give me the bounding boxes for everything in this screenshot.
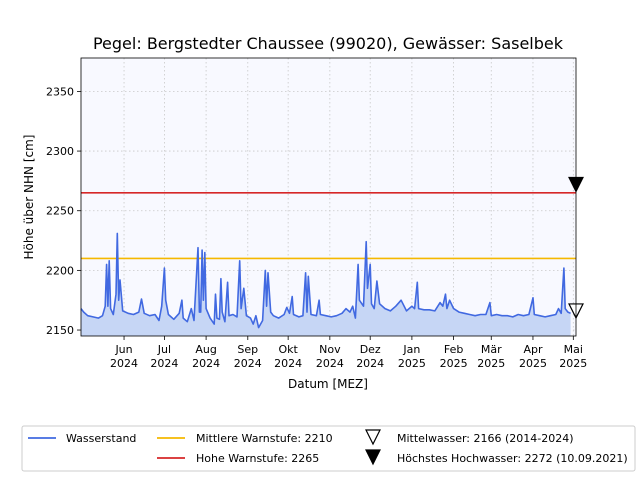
x-tick-month: Nov (319, 343, 341, 356)
x-axis-label: Datum [MEZ] (288, 377, 368, 391)
threshold-lines (81, 192, 576, 260)
legend-label-mittlere-warnstufe: Mittlere Warnstufe: 2210 (196, 432, 333, 445)
x-tick-month: Okt (278, 343, 298, 356)
y-axis: 2150 2200 2250 2300 2350 (46, 85, 81, 337)
x-tick-year: 2024 (150, 357, 178, 370)
x-tick-year: 2024 (356, 357, 384, 370)
area-fill (81, 233, 571, 336)
x-tick-year: 2025 (477, 357, 505, 370)
water-level-fill (81, 233, 571, 336)
y-axis-label: Höhe über NHN [cm] (22, 135, 36, 260)
y-tick-label: 2250 (46, 205, 74, 218)
x-tick-year: 2024 (234, 357, 262, 370)
x-tick-month: Jul (157, 343, 171, 356)
x-tick-month: Sep (237, 343, 258, 356)
x-tick-year: 2025 (559, 357, 587, 370)
x-tick-month: Mär (481, 343, 502, 356)
x-tick-year: 2025 (440, 357, 468, 370)
legend: Wasserstand Mittlere Warnstufe: 2210 Hohe … (21, 425, 636, 472)
plot-background (81, 58, 576, 336)
x-tick-year: 2024 (316, 357, 344, 370)
x-tick-year: 2025 (398, 357, 426, 370)
x-axis: Jun2024Jul2024Aug2024Sep2024Okt2024Nov20… (110, 336, 587, 370)
x-tick-month: Feb (444, 343, 463, 356)
y-tick-label: 2350 (46, 85, 74, 98)
series-line-wasserstand (80, 232, 571, 329)
legend-label-hoechstes-hochwasser: Höchstes Hochwasser: 2272 (10.09.2021) (397, 452, 628, 465)
legend-swatch-mittelwasser (365, 429, 381, 446)
plot-frame (80, 57, 577, 337)
y-tick-label: 2200 (46, 264, 74, 277)
x-tick-year: 2024 (110, 357, 138, 370)
x-tick-month: Dez (360, 343, 381, 356)
x-tick-year: 2024 (274, 357, 302, 370)
y-tick-label: 2300 (46, 145, 74, 158)
series-layer (80, 232, 571, 329)
legend-label-hohe-warnstufe: Hohe Warnstufe: 2265 (196, 452, 319, 465)
x-tick-month: Jan (402, 343, 420, 356)
x-tick-month: Mai (564, 343, 583, 356)
legend-label-wasserstand: Wasserstand (66, 432, 136, 445)
x-tick-year: 2024 (192, 357, 220, 370)
x-tick-month: Aug (195, 343, 216, 356)
x-tick-year: 2025 (519, 357, 547, 370)
legend-label-mittelwasser: Mittelwasser: 2166 (2014-2024) (397, 432, 574, 445)
legend-swatch-hoechstes-hochwasser (365, 449, 381, 466)
x-tick-month: Jun (114, 343, 132, 356)
x-tick-month: Apr (523, 343, 543, 356)
y-tick-label: 2150 (46, 324, 74, 337)
chart-title: Pegel: Bergstedter Chaussee (99020), Gew… (93, 34, 564, 53)
